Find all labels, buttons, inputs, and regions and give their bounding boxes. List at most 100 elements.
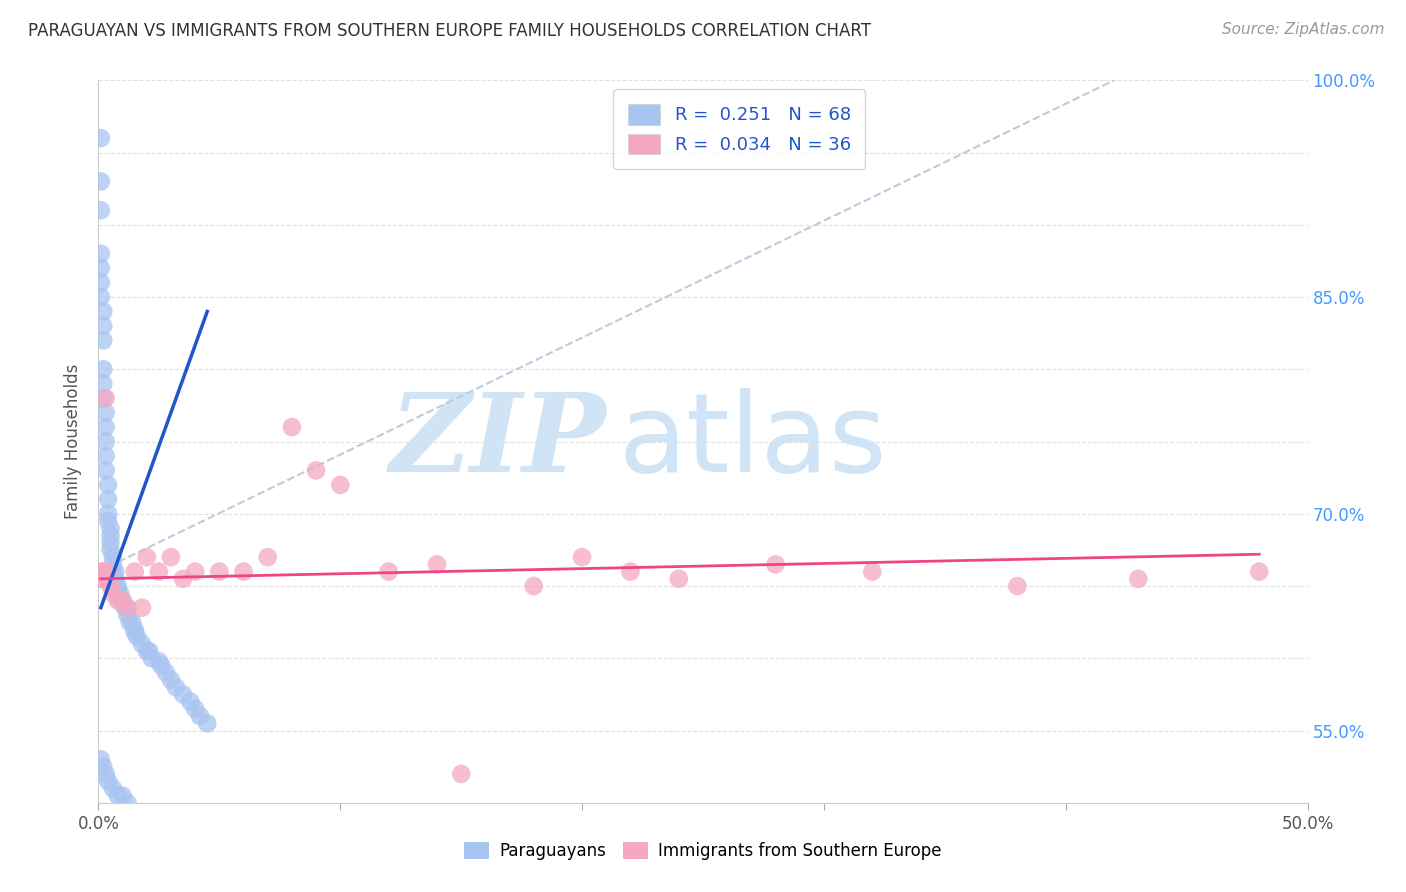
Point	[148, 654, 170, 668]
Point	[1007, 579, 1029, 593]
Point	[91, 391, 114, 405]
Point	[124, 623, 146, 637]
Point	[91, 376, 114, 391]
Point	[91, 334, 114, 348]
Point	[184, 702, 207, 716]
Point	[131, 637, 153, 651]
Point	[117, 600, 139, 615]
Point	[668, 572, 690, 586]
Point	[111, 593, 134, 607]
Point	[100, 535, 122, 549]
Point	[114, 600, 136, 615]
Point	[90, 565, 112, 579]
Point	[90, 131, 112, 145]
Point	[179, 695, 201, 709]
Point	[127, 630, 149, 644]
Point	[118, 615, 141, 630]
Point	[90, 261, 112, 276]
Point	[104, 572, 127, 586]
Point	[160, 673, 183, 687]
Point	[124, 625, 146, 640]
Point	[97, 492, 120, 507]
Point	[97, 774, 120, 789]
Point	[91, 759, 114, 773]
Point	[104, 565, 127, 579]
Text: ZIP: ZIP	[389, 388, 606, 495]
Point	[208, 565, 231, 579]
Point	[101, 565, 124, 579]
Point	[97, 514, 120, 528]
Point	[94, 767, 117, 781]
Point	[94, 420, 117, 434]
Point	[148, 565, 170, 579]
Point	[108, 586, 131, 600]
Text: PARAGUAYAN VS IMMIGRANTS FROM SOUTHERN EUROPE FAMILY HOUSEHOLDS CORRELATION CHAR: PARAGUAYAN VS IMMIGRANTS FROM SOUTHERN E…	[28, 22, 872, 40]
Point	[107, 586, 129, 600]
Point	[100, 528, 122, 542]
Point	[232, 565, 254, 579]
Point	[111, 789, 134, 803]
Point	[131, 600, 153, 615]
Point	[97, 565, 120, 579]
Point	[523, 579, 546, 593]
Point	[108, 593, 131, 607]
Text: atlas: atlas	[619, 388, 887, 495]
Point	[138, 644, 160, 658]
Point	[426, 558, 449, 572]
Point	[111, 596, 134, 610]
Point	[104, 579, 127, 593]
Point	[1128, 572, 1150, 586]
Point	[94, 463, 117, 477]
Point	[117, 600, 139, 615]
Point	[860, 565, 883, 579]
Point	[184, 565, 207, 579]
Point	[150, 658, 173, 673]
Point	[100, 542, 122, 557]
Point	[160, 550, 183, 565]
Point	[101, 550, 124, 565]
Point	[165, 680, 187, 694]
Point	[101, 781, 124, 796]
Point	[117, 607, 139, 622]
Point	[450, 767, 472, 781]
Point	[94, 449, 117, 463]
Point	[90, 246, 112, 260]
Point	[155, 665, 177, 680]
Point	[91, 565, 114, 579]
Point	[94, 391, 117, 405]
Point	[281, 420, 304, 434]
Point	[107, 579, 129, 593]
Point	[124, 565, 146, 579]
Point	[121, 615, 143, 630]
Point	[377, 565, 399, 579]
Point	[91, 572, 114, 586]
Point	[1249, 565, 1271, 579]
Point	[172, 688, 194, 702]
Point	[571, 550, 593, 565]
Point	[101, 586, 124, 600]
Point	[188, 709, 211, 723]
Text: Source: ZipAtlas.com: Source: ZipAtlas.com	[1222, 22, 1385, 37]
Point	[94, 434, 117, 449]
Point	[100, 521, 122, 535]
Point	[90, 174, 112, 188]
Point	[90, 203, 112, 218]
Y-axis label: Family Households: Family Households	[65, 364, 83, 519]
Point	[256, 550, 278, 565]
Point	[305, 463, 328, 477]
Point	[91, 362, 114, 376]
Point	[135, 644, 157, 658]
Point	[101, 558, 124, 572]
Point	[90, 290, 112, 304]
Point	[97, 507, 120, 521]
Point	[141, 651, 163, 665]
Legend: Paraguayans, Immigrants from Southern Europe: Paraguayans, Immigrants from Southern Eu…	[458, 835, 948, 867]
Point	[90, 572, 112, 586]
Point	[111, 593, 134, 607]
Point	[135, 550, 157, 565]
Point	[91, 318, 114, 333]
Point	[94, 406, 117, 420]
Point	[765, 558, 787, 572]
Point	[329, 478, 352, 492]
Point	[172, 572, 194, 586]
